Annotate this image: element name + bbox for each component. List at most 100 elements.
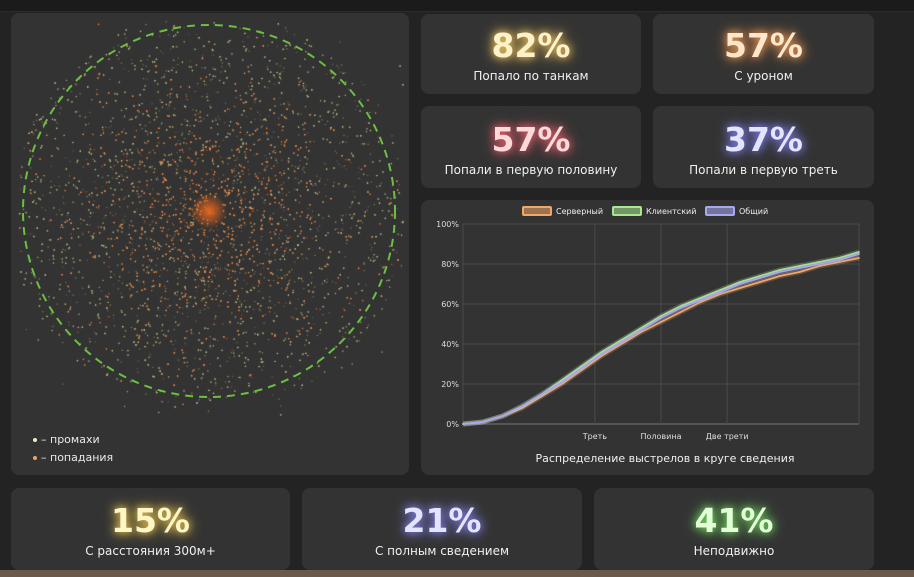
- series-point-1: [858, 251, 860, 253]
- series-point-1: [699, 297, 702, 299]
- distribution-chart-card: 0% 20% 40% 60% 80% 100% Треть Половина Две трети…: [421, 200, 874, 475]
- stat-label-tanks: Попало по танкам: [473, 69, 589, 83]
- series-point-0: [580, 369, 583, 371]
- series-point-0: [739, 287, 742, 289]
- legend-hits-label: – попадания: [41, 451, 114, 464]
- stat-label-stationary: Неподвижно: [693, 544, 775, 558]
- x-tick-label: Половина: [641, 432, 682, 441]
- series-point-2: [580, 367, 583, 369]
- stat-card-long-range: 15% С расстояния 300м+: [11, 488, 290, 570]
- series-point-0: [838, 261, 841, 263]
- legend-label-1: Клиентский: [646, 207, 696, 216]
- stat-label-long-range: С расстояния 300м+: [85, 544, 216, 558]
- hit-dot-icon: [33, 455, 37, 460]
- series-point-2: [838, 259, 841, 261]
- series-point-1: [679, 305, 682, 307]
- series-point-2: [481, 421, 484, 423]
- series-point-2: [679, 307, 682, 309]
- series-point-2: [858, 253, 860, 255]
- stat-value-damage: 57%: [724, 26, 803, 65]
- stat-value-tanks: 82%: [491, 26, 571, 65]
- window-top-strip: [0, 0, 914, 12]
- stat-card-stationary: 41% Неподвижно: [594, 488, 874, 570]
- series-point-1: [640, 327, 643, 329]
- series-point-2: [759, 277, 761, 279]
- series-point-1: [759, 275, 761, 277]
- x-tick-label: Треть: [582, 432, 608, 441]
- stat-value-long-range: 15%: [111, 501, 190, 540]
- series-point-2: [561, 381, 563, 383]
- stat-card-damage: 57% С уроном: [653, 14, 874, 94]
- stat-value-first-half: 57%: [491, 120, 571, 159]
- series-point-1: [719, 289, 722, 291]
- legend-misses: – промахи: [33, 433, 100, 446]
- dispersion-card: – промахи – попадания: [11, 13, 409, 475]
- aim-circle: [22, 24, 396, 398]
- stat-label-damage: С уроном: [734, 69, 793, 83]
- series-point-1: [818, 261, 821, 263]
- series-point-1: [660, 315, 662, 317]
- series-point-2: [798, 267, 801, 269]
- series-point-2: [719, 291, 722, 293]
- legend-label-0: Серверный: [556, 207, 603, 216]
- series-point-0: [521, 407, 524, 409]
- stat-card-full-aim: 21% С полным сведением: [302, 488, 582, 570]
- series-point-0: [620, 343, 623, 345]
- series-point-0: [759, 281, 761, 283]
- series-point-0: [699, 301, 702, 303]
- series-point-2: [541, 393, 544, 395]
- legend-label-2: Общий: [739, 207, 768, 216]
- series-point-2: [818, 263, 821, 265]
- series-point-2: [739, 283, 742, 285]
- series-point-2: [521, 405, 524, 407]
- series-point-0: [818, 265, 821, 267]
- stat-card-first-half: 57% Попали в первую половину: [421, 106, 641, 188]
- legend-swatch-1: [612, 206, 642, 216]
- y-tick-label: 100%: [436, 220, 459, 229]
- series-point-0: [679, 311, 682, 313]
- stat-label-full-aim: С полным сведением: [374, 544, 510, 558]
- y-tick-label: 60%: [441, 300, 459, 309]
- stat-label-first-half: Попали в первую половину: [444, 163, 618, 177]
- x-tick-label: Две трети: [706, 432, 749, 441]
- series-point-0: [858, 257, 860, 259]
- series-point-2: [462, 423, 464, 425]
- stat-value-full-aim: 21%: [402, 501, 482, 540]
- series-point-0: [798, 271, 801, 273]
- series-point-0: [660, 321, 662, 323]
- distribution-line-chart: 0% 20% 40% 60% 80% 100% Треть Половина Две трети…: [436, 206, 860, 465]
- y-tick-label: 80%: [441, 260, 459, 269]
- window-bottom-strip: [0, 570, 914, 577]
- legend-swatch-0: [522, 206, 552, 216]
- series-point-1: [620, 339, 623, 341]
- series-point-1: [838, 257, 841, 259]
- series-point-0: [778, 275, 781, 277]
- series-point-2: [699, 299, 702, 301]
- stat-value-stationary: 41%: [694, 501, 774, 540]
- series-point-0: [719, 293, 722, 295]
- y-tick-label: 40%: [441, 340, 459, 349]
- series-point-1: [600, 351, 603, 353]
- series-point-2: [600, 353, 603, 355]
- stat-card-tanks: 82% Попало по танкам: [421, 14, 641, 94]
- series-point-1: [561, 379, 563, 381]
- series-point-1: [739, 281, 742, 283]
- series-point-0: [640, 331, 643, 333]
- series-point-2: [620, 341, 623, 343]
- stat-card-first-third: 37% Попали в первую треть: [653, 106, 874, 188]
- chart-title: Распределение выстрелов в круге сведения: [535, 452, 794, 465]
- series-point-0: [600, 355, 603, 357]
- y-tick-label: 0%: [446, 420, 459, 429]
- series-point-2: [501, 415, 504, 417]
- series-point-0: [561, 383, 563, 385]
- series-point-1: [580, 365, 583, 367]
- y-tick-label: 20%: [441, 380, 459, 389]
- miss-dot-icon: [33, 437, 37, 442]
- legend-swatch-2: [705, 206, 735, 216]
- series-point-1: [798, 265, 801, 267]
- series-point-2: [778, 271, 781, 273]
- series-point-2: [640, 329, 643, 331]
- series-point-0: [541, 395, 544, 397]
- legend-hits: – попадания: [33, 451, 113, 464]
- stat-label-first-third: Попали в первую треть: [689, 163, 838, 177]
